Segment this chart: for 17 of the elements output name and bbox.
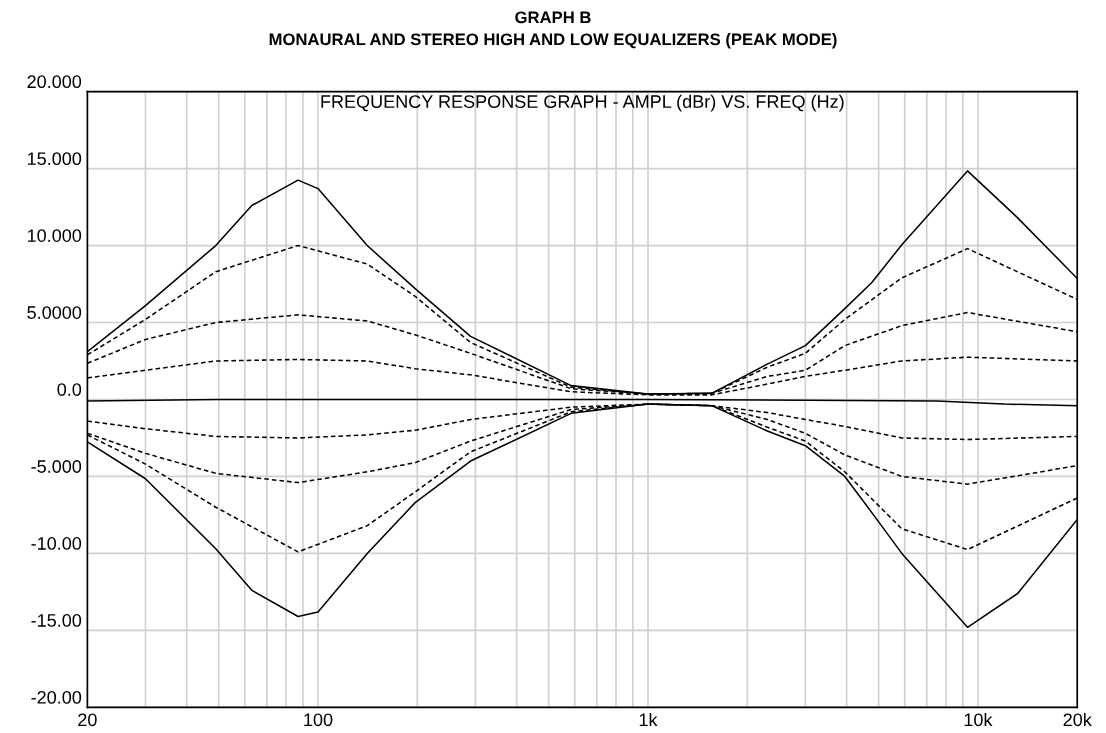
chart-subtitle: MONAURAL AND STEREO HIGH AND LOW EQUALIZERS (PEAK MODE)	[269, 32, 837, 49]
x-tick-label: 1k	[639, 712, 658, 726]
x-tick-label: 20k	[1063, 712, 1092, 727]
y-tick-label: 10.000	[27, 229, 82, 242]
y-tick-label: 15.000	[27, 152, 82, 166]
y-tick-label: -10.00	[31, 537, 82, 550]
y-tick-label: 20.000	[27, 75, 82, 89]
annotation: FREQUENCY RESPONSE GRAPH - AMPL (dBr) VS. FREQ (Hz)	[321, 94, 844, 112]
y-tick-label: 0.0	[57, 383, 82, 396]
x-tick-label: 10k	[964, 712, 993, 727]
chart-title: GRAPH B	[515, 11, 591, 24]
y-tick-label: -5.000	[31, 460, 82, 473]
y-tick-label: -15.00	[31, 614, 82, 627]
y-tick-label: 5.0000	[27, 306, 82, 319]
y-tick-label: -20.00	[31, 690, 82, 704]
x-tick-label: 100	[304, 713, 333, 727]
x-tick-label: 20	[78, 713, 97, 727]
